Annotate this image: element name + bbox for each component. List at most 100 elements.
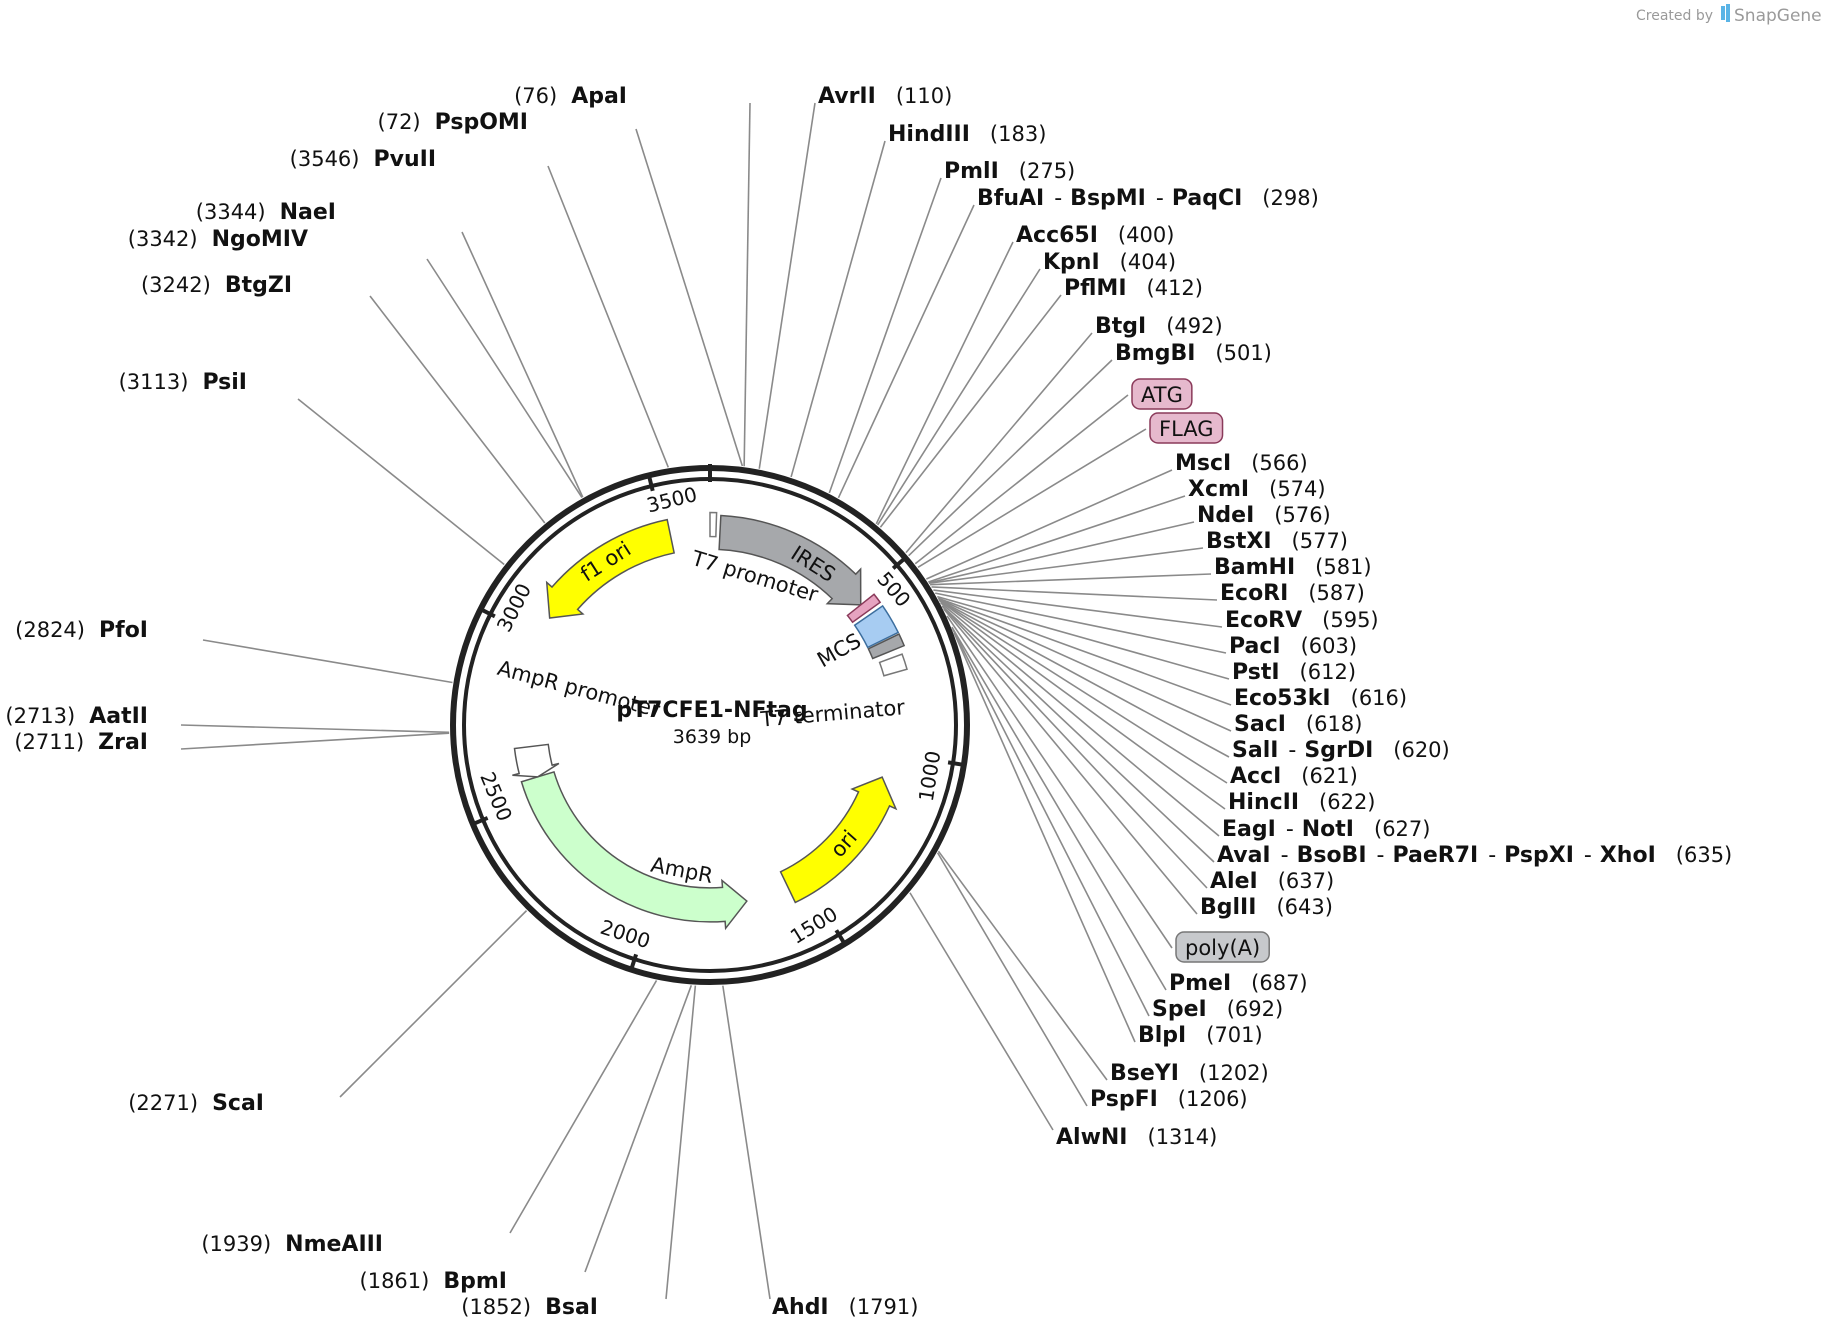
enzyme-bstxi[interactable]: BstXI (577) (1206, 529, 1348, 554)
leader-pmli (828, 177, 942, 494)
enzyme-name-noti: NotI (1302, 817, 1354, 842)
enzyme-bseyi[interactable]: BseYI (1202) (1110, 1061, 1269, 1086)
enzyme-bglii[interactable]: BglII (643) (1200, 895, 1333, 920)
feature-ampr[interactable] (520, 770, 748, 931)
enzyme-position: (1939) (201, 1232, 271, 1256)
enzyme-ecori[interactable]: EcoRI (587) (1220, 581, 1365, 606)
tick-2500 (473, 816, 489, 826)
enzyme-saci[interactable]: SacI (618) (1234, 712, 1362, 737)
enzyme-apai[interactable]: ApaI (76) (514, 84, 627, 109)
leader-ndei (928, 521, 1195, 584)
leader-eagi (939, 601, 1220, 837)
feature-f1-ori[interactable] (545, 518, 676, 619)
enzyme-position: (1791) (849, 1295, 919, 1319)
feature-tag-flag[interactable]: FLAG (1149, 412, 1224, 444)
enzyme-avai[interactable]: AvaI - BsoBI - PaeR7I - PspXI - XhoI (635) (1217, 843, 1732, 868)
feature-mcs[interactable] (853, 604, 900, 649)
leader-hindiii (790, 140, 886, 478)
enzyme-kpni[interactable]: KpnI (404) (1043, 250, 1176, 275)
enzyme-bpmi[interactable]: BpmI (1861) (360, 1269, 507, 1294)
enzyme-alwni[interactable]: AlwNI (1314) (1056, 1125, 1217, 1150)
feature-ampr-promoter[interactable] (512, 743, 560, 778)
enzyme-avrii[interactable]: AvrII (110) (818, 84, 952, 109)
leader-ngomiv (426, 258, 583, 499)
enzyme-name-alwni: AlwNI (1056, 1125, 1128, 1150)
feature-tags: ATG FLAG poly(A) (1131, 378, 1270, 963)
leader-alei (942, 606, 1208, 889)
enzyme-position: (581) (1315, 555, 1371, 579)
enzyme-bsai[interactable]: BsaI (1852) (461, 1295, 598, 1320)
enzyme-aatii[interactable]: AatII (2713) (5, 704, 148, 729)
enzyme-btgzi[interactable]: BtgZI (3242) (141, 273, 292, 298)
enzyme-name-pfoi: PfoI (99, 618, 148, 643)
enzyme-hincii[interactable]: HincII (622) (1228, 790, 1376, 815)
leader-pspfi (936, 852, 1088, 1107)
restriction-enzymes: ApaI (76) AvrII (110) PspOMI (72) HindIII (183)… (5, 84, 1732, 1320)
enzyme-pspomi[interactable]: PspOMI (72) (378, 110, 528, 135)
tick-label-500: 500 (872, 567, 915, 612)
leader-avai (941, 605, 1215, 863)
enzyme-pmei[interactable]: PmeI (687) (1169, 971, 1308, 996)
enzyme-position: (635) (1676, 843, 1732, 867)
enzyme-pvuii[interactable]: PvuII (3546) (290, 147, 436, 172)
enzyme-pmli[interactable]: PmlI (275) (944, 159, 1075, 184)
enzyme-scai[interactable]: ScaI (2271) (128, 1091, 264, 1116)
enzyme-ngomiv[interactable]: NgoMIV (3342) (128, 227, 308, 252)
feature-t7-terminator[interactable] (878, 653, 908, 677)
enzyme-eco53ki[interactable]: Eco53kI (616) (1234, 686, 1407, 711)
enzyme-eagi[interactable]: EagI - NotI (627) (1222, 817, 1430, 842)
leader-acc65i (875, 241, 1014, 525)
leader-btgzi (369, 295, 546, 524)
enzyme-msci[interactable]: MscI (566) (1175, 451, 1308, 476)
enzyme-naei[interactable]: NaeI (3344) (196, 200, 336, 225)
enzyme-name-psii: PsiI (202, 370, 247, 395)
enzyme-alei[interactable]: AleI (637) (1210, 869, 1334, 894)
feature-tag-poly-a[interactable]: poly(A) (1175, 931, 1270, 963)
enzyme-pfoi[interactable]: PfoI (2824) (15, 618, 148, 643)
enzyme-acc65i[interactable]: Acc65I (400) (1016, 223, 1174, 248)
feature-t7-promoter[interactable] (709, 511, 718, 538)
enzyme-position: (1861) (360, 1269, 430, 1293)
enzyme-bfuai[interactable]: BfuAI - BspMI - PaqCI (298) (977, 186, 1319, 211)
feature-ori[interactable] (779, 776, 898, 904)
leader-naei (461, 231, 584, 498)
enzyme-bamhi[interactable]: BamHI (581) (1214, 555, 1372, 580)
credit-created-by: Created by (1636, 8, 1713, 24)
enzyme-psii[interactable]: PsiI (3113) (119, 370, 247, 395)
enzyme-spei[interactable]: SpeI (692) (1152, 997, 1283, 1022)
enzyme-acci[interactable]: AccI (621) (1230, 764, 1358, 789)
feature-atg-flag[interactable] (846, 593, 882, 624)
enzyme-hindiii[interactable]: HindIII (183) (888, 122, 1046, 147)
enzyme-ahdi[interactable]: AhdI (1791) (772, 1295, 918, 1320)
enzyme-zrai[interactable]: ZraI (2711) (14, 730, 148, 755)
enzyme-xcmi[interactable]: XcmI (574) (1188, 477, 1326, 502)
enzyme-pflmi[interactable]: PflMI (412) (1064, 276, 1203, 301)
enzyme-sali[interactable]: SalI - SgrDI (620) (1232, 738, 1450, 763)
feature-poly-a[interactable] (867, 633, 906, 660)
leader-pspomi (635, 128, 744, 467)
enzyme-name-eagi: EagI (1222, 817, 1276, 842)
enzyme-name-pvuii: PvuII (374, 147, 437, 172)
enzyme-paci[interactable]: PacI (603) (1229, 634, 1357, 659)
leader-eco53ki (937, 597, 1232, 706)
enzyme-psti[interactable]: PstI (612) (1232, 660, 1356, 685)
leader-alwni (909, 892, 1054, 1131)
enzyme-nmeaiii[interactable]: NmeAIII (1939) (201, 1232, 383, 1257)
enzyme-position: (492) (1166, 314, 1222, 338)
enzyme-ecorv[interactable]: EcoRV (595) (1225, 608, 1379, 633)
enzyme-bmgbi[interactable]: BmgBI (501) (1115, 341, 1272, 366)
enzyme-dash: - (1156, 186, 1164, 211)
leader-pflmi (879, 294, 1062, 528)
enzyme-pspfi[interactable]: PspFI (1206) (1090, 1087, 1248, 1112)
leader-sali (938, 599, 1230, 758)
feature-tag-atg[interactable]: ATG (1131, 378, 1193, 410)
enzyme-position: (1314) (1148, 1125, 1218, 1149)
leader-bglii (943, 608, 1198, 915)
leader-bamhi (930, 573, 1212, 586)
enzyme-ndei[interactable]: NdeI (576) (1197, 503, 1331, 528)
enzyme-blpi[interactable]: BlpI (701) (1138, 1023, 1263, 1048)
enzyme-btgi[interactable]: BtgI (492) (1095, 314, 1223, 339)
enzyme-dash: - (1377, 843, 1385, 868)
tag-label: FLAG (1159, 417, 1214, 441)
